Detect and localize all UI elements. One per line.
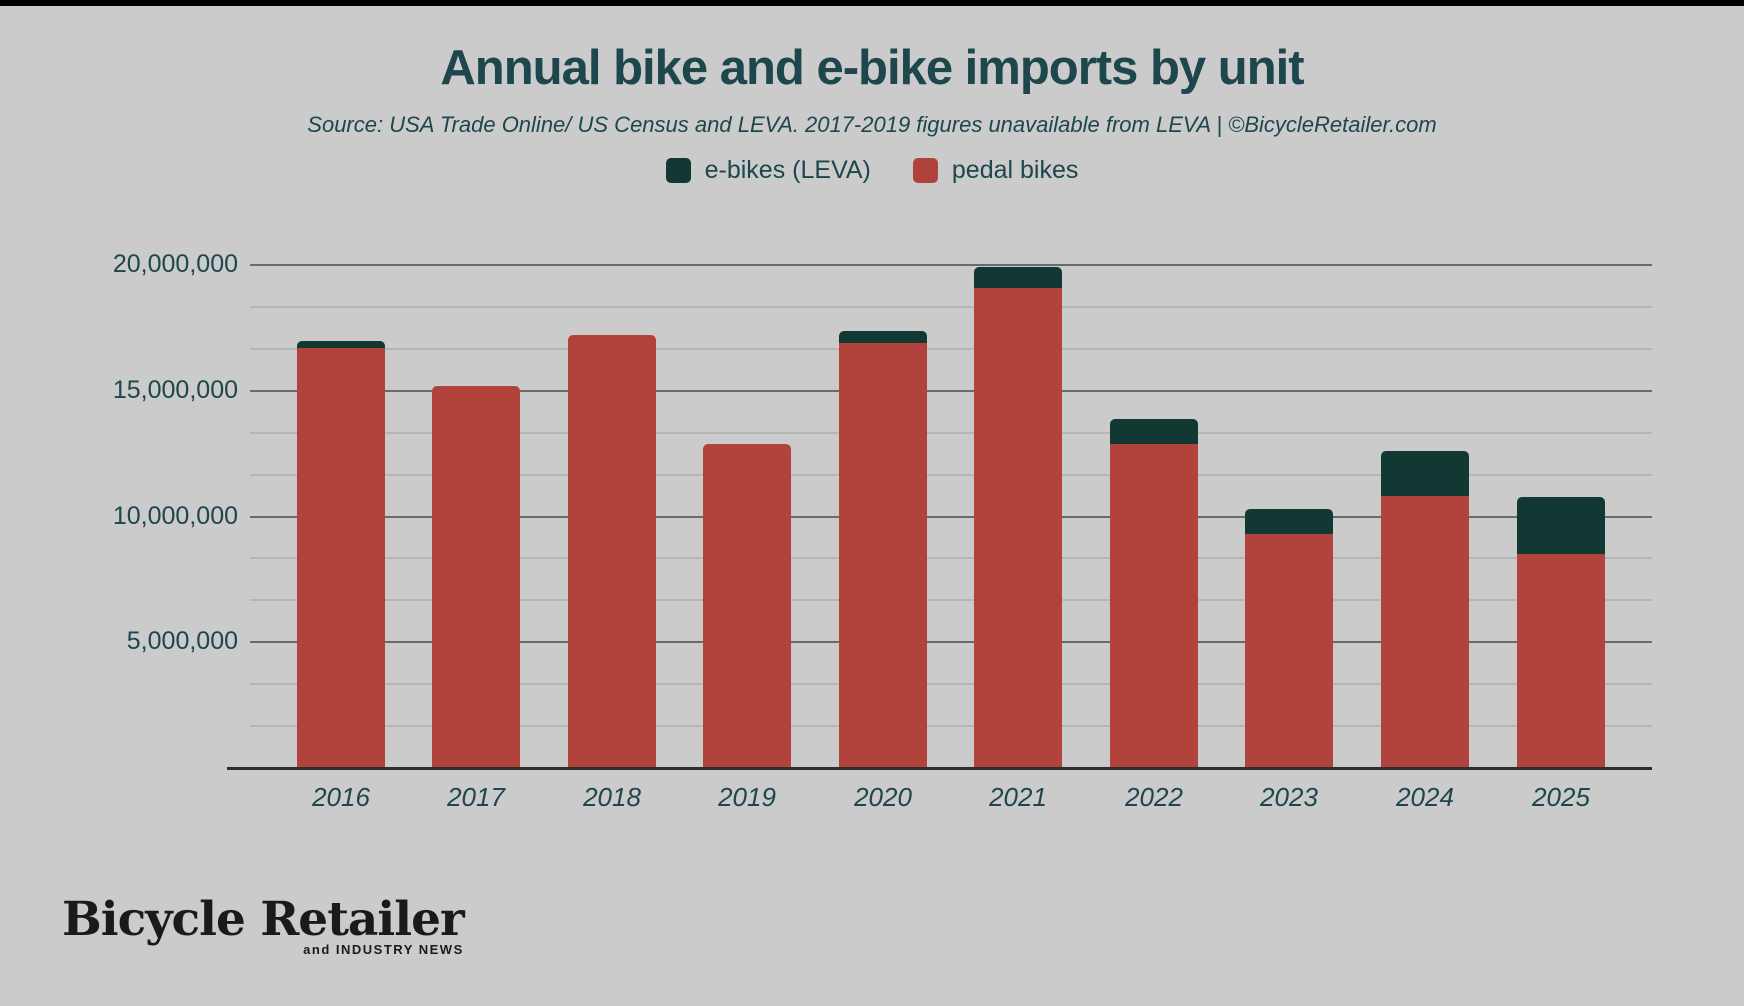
minor-gridline [250,432,1652,434]
major-gridline [250,390,1652,392]
bar-pedal-2019 [703,444,791,768]
bar-pedal-2017 [432,386,520,768]
x-axis-label-2025: 2025 [1532,782,1590,812]
bar-ebike-2023 [1245,509,1333,534]
x-axis-label-2020: 2020 [854,782,912,812]
bar-pedal-2020 [839,343,927,768]
bar-pedal-2024 [1381,496,1469,768]
legend-item-ebikes: e-bikes (LEVA) [665,156,871,185]
x-axis-label-2024: 2024 [1396,782,1454,812]
y-axis-label: 20,000,000 [112,250,238,278]
ebikes-swatch-icon [665,158,691,183]
chart-source-note: Source: USA Trade Online/ US Census and … [307,112,1437,137]
x-axis-label-2018: 2018 [583,782,641,812]
bar-pedal-2023 [1245,534,1333,768]
major-gridline [250,516,1652,518]
minor-gridline [250,306,1652,308]
bar-ebike-2022 [1110,419,1198,444]
bar-pedal-2022 [1110,444,1198,768]
x-axis-label-2023: 2023 [1260,782,1318,812]
minor-gridline [250,474,1652,476]
logo-wordmark: Bicycle Retailer [62,892,465,947]
x-axis-label-2022: 2022 [1125,782,1183,812]
x-axis-line [227,767,1652,770]
bar-ebike-2025 [1517,497,1605,554]
bar-pedal-2016 [297,348,385,768]
minor-gridline [250,557,1652,559]
y-axis-label: 5,000,000 [126,627,238,655]
y-axis-label: 10,000,000 [112,502,238,530]
pedal-swatch-icon [912,158,938,183]
logo-tagline: and INDUSTRY NEWS [303,941,464,957]
legend-label-pedal: pedal bikes [951,156,1079,184]
bar-ebike-2021 [974,267,1062,288]
x-axis-label-2017: 2017 [447,782,505,812]
y-axis-label: 15,000,000 [112,376,238,404]
minor-gridline [250,725,1652,727]
bar-ebike-2024 [1381,451,1469,496]
legend-label-ebikes: e-bikes (LEVA) [704,156,871,184]
major-gridline [250,641,1652,643]
minor-gridline [250,348,1652,350]
minor-gridline [250,683,1652,685]
bar-ebike-2020 [839,331,927,343]
legend-item-pedal: pedal bikes [912,156,1079,185]
bar-ebike-2016 [297,341,385,348]
bar-pedal-2025 [1517,554,1605,768]
y-axis-label: - [38,753,238,782]
bar-pedal-2021 [974,288,1062,768]
bicycle-retailer-logo: Bicycle Retailer and INDUSTRY NEWS [62,892,465,957]
major-gridline [250,264,1652,266]
x-axis-label-2021: 2021 [989,782,1047,812]
minor-gridline [250,599,1652,601]
top-black-bar [0,0,1744,6]
x-axis-label-2016: 2016 [312,782,370,812]
legend: e-bikes (LEVA) pedal bikes [0,156,1744,185]
chart-title: Annual bike and e-bike imports by unit [440,41,1304,95]
bar-pedal-2018 [568,335,656,768]
x-axis-label-2019: 2019 [718,782,776,812]
